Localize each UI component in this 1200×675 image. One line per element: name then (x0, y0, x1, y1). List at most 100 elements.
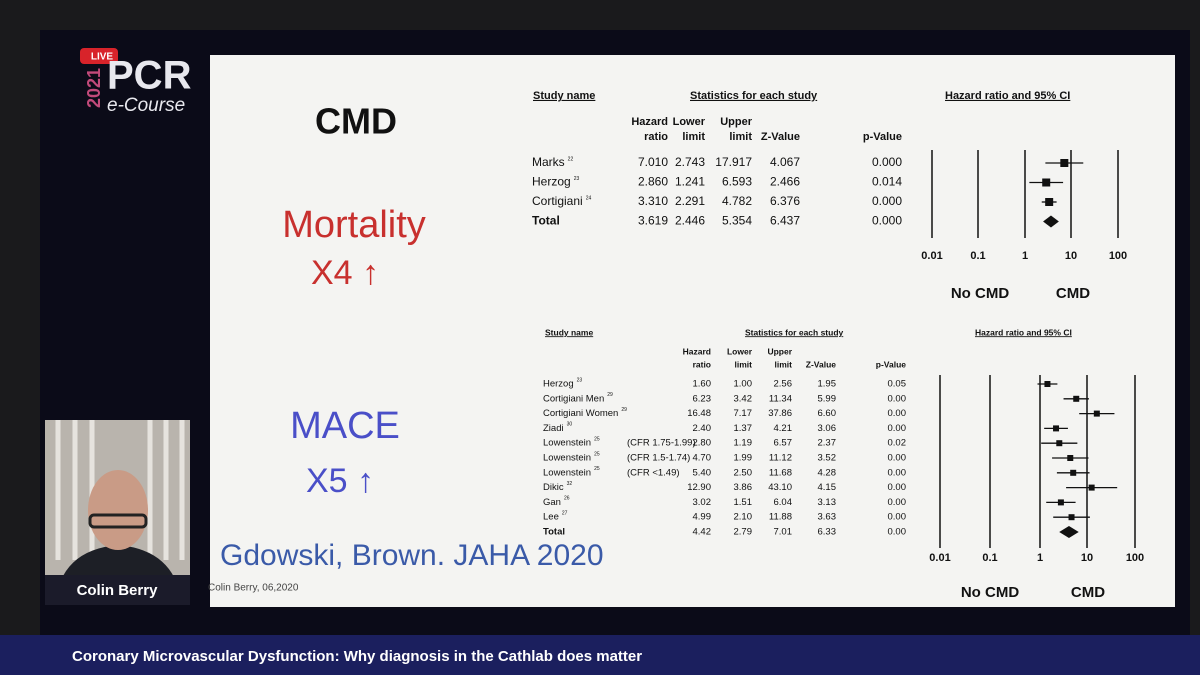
cell-value: 6.04 (774, 497, 793, 508)
hazard-marker (1045, 198, 1054, 206)
cell-value: 7.01 (774, 527, 793, 538)
axis-label: 1 (1022, 250, 1028, 262)
study-name: Total (543, 527, 565, 538)
cell-value: 1.37 (734, 423, 753, 434)
column-header: p-Value (876, 359, 907, 369)
column-header: Z-Value (806, 359, 837, 369)
banner-bar (0, 635, 1200, 675)
study-name: Lowenstein (543, 438, 591, 449)
hazard-marker (1044, 381, 1051, 387)
cell-value: 2.50 (734, 467, 753, 478)
cell-value: 4.15 (818, 482, 837, 493)
cell-value: 5.40 (693, 467, 712, 478)
cell-value: 4.067 (770, 155, 800, 169)
study-name: Total (532, 214, 560, 228)
cell-value: 4.99 (693, 512, 712, 523)
stats-heading: Statistics for each study (690, 90, 818, 102)
banner-title: Coronary Microvascular Dysfunction: Why … (72, 648, 642, 665)
cell-value: 6.57 (774, 438, 793, 449)
mortality-label: Mortality (282, 204, 426, 246)
speaker-video (45, 420, 190, 605)
study-heading: Study name (545, 327, 593, 337)
study-ref: 25 (594, 451, 600, 457)
cell-value: 2.80 (693, 438, 712, 449)
axis-label: 10 (1081, 552, 1093, 564)
cell-value: 6.33 (818, 527, 837, 538)
cell-value: 2.79 (734, 527, 753, 538)
cell-value: 3.63 (818, 512, 837, 523)
cell-value: 7.010 (638, 155, 668, 169)
hazard-marker (1073, 395, 1080, 402)
cell-value: 4.782 (722, 194, 752, 208)
study-ref: 27 (562, 511, 568, 517)
study-name: Herzog (532, 175, 571, 189)
study-ref: 25 (594, 437, 600, 443)
cell-value: 3.86 (734, 482, 753, 493)
study-heading: Study name (533, 90, 595, 102)
cell-value: 11.12 (769, 453, 792, 464)
cell-value: 0.000 (872, 155, 902, 169)
cell-value: 11.68 (769, 467, 792, 478)
study-name: Cortigiani Women (543, 408, 618, 419)
column-header: Upper (720, 116, 753, 128)
study-name: Lowenstein (543, 453, 591, 464)
cell-value: 0.00 (888, 453, 907, 464)
column-header: Hazard (683, 346, 711, 356)
cell-value: 17.917 (715, 155, 752, 169)
axis-label: 0.1 (982, 552, 997, 564)
cell-value: 11.34 (769, 393, 792, 404)
hazard-marker (1042, 178, 1051, 187)
brand: PCR (107, 54, 192, 98)
study-name: Lee (543, 512, 559, 523)
cell-value: 1.99 (734, 453, 753, 464)
study-ref: 26 (564, 496, 570, 502)
cell-value: 0.000 (872, 194, 902, 208)
cell-value: 5.99 (818, 393, 837, 404)
hazard-marker (1068, 514, 1075, 521)
plot-heading: Hazard ratio and 95% CI (975, 327, 1072, 337)
cell-value: 6.60 (818, 408, 837, 419)
cell-value: 0.014 (872, 175, 902, 189)
axis-label: 100 (1126, 552, 1144, 564)
study-name: Cortigiani (532, 194, 583, 208)
cell-value: 5.354 (722, 214, 752, 228)
slide (210, 55, 1175, 607)
study-ref: 32 (567, 481, 573, 487)
slide-footer: Colin Berry, 06,2020 (208, 583, 299, 594)
cell-value: 16.48 (687, 408, 711, 419)
cell-value: 2.743 (675, 155, 705, 169)
study-note: (CFR <1.49) (627, 467, 680, 478)
slide-title: CMD (315, 101, 397, 142)
column-header: Lower (673, 116, 706, 128)
stats-heading: Statistics for each study (745, 327, 844, 337)
mortality-factor: X4 ↑ (311, 254, 379, 292)
cell-value: 6.23 (693, 393, 712, 404)
cell-value: 2.10 (734, 512, 753, 523)
cell-value: 43.10 (768, 482, 792, 493)
axis-label: 10 (1065, 250, 1077, 262)
cell-value: 0.00 (888, 482, 907, 493)
column-header: limit (735, 359, 753, 369)
mace-factor: X5 ↑ (306, 462, 374, 500)
column-header: Upper (767, 346, 792, 356)
cell-value: 0.000 (872, 214, 902, 228)
cell-value: 2.56 (774, 379, 793, 390)
cell-value: 1.60 (693, 379, 712, 390)
axis-label: 0.01 (929, 552, 950, 564)
cell-value: 2.860 (638, 175, 668, 189)
cell-value: 3.619 (638, 214, 668, 228)
cell-value: 0.05 (888, 379, 907, 390)
cell-value: 1.19 (734, 438, 753, 449)
study-ref: 29 (621, 407, 627, 413)
side-label: CMD (1056, 285, 1090, 302)
axis-label: 100 (1109, 250, 1127, 262)
axis-label: 0.1 (970, 250, 985, 262)
cell-value: 2.37 (818, 438, 837, 449)
hazard-marker (1093, 410, 1100, 417)
mace-label: MACE (290, 405, 400, 447)
column-header: Z-Value (761, 131, 800, 143)
cell-value: 1.51 (734, 497, 753, 508)
live-text: LIVE (91, 52, 114, 63)
cell-value: 7.17 (734, 408, 753, 419)
cell-value: 11.88 (769, 512, 792, 523)
